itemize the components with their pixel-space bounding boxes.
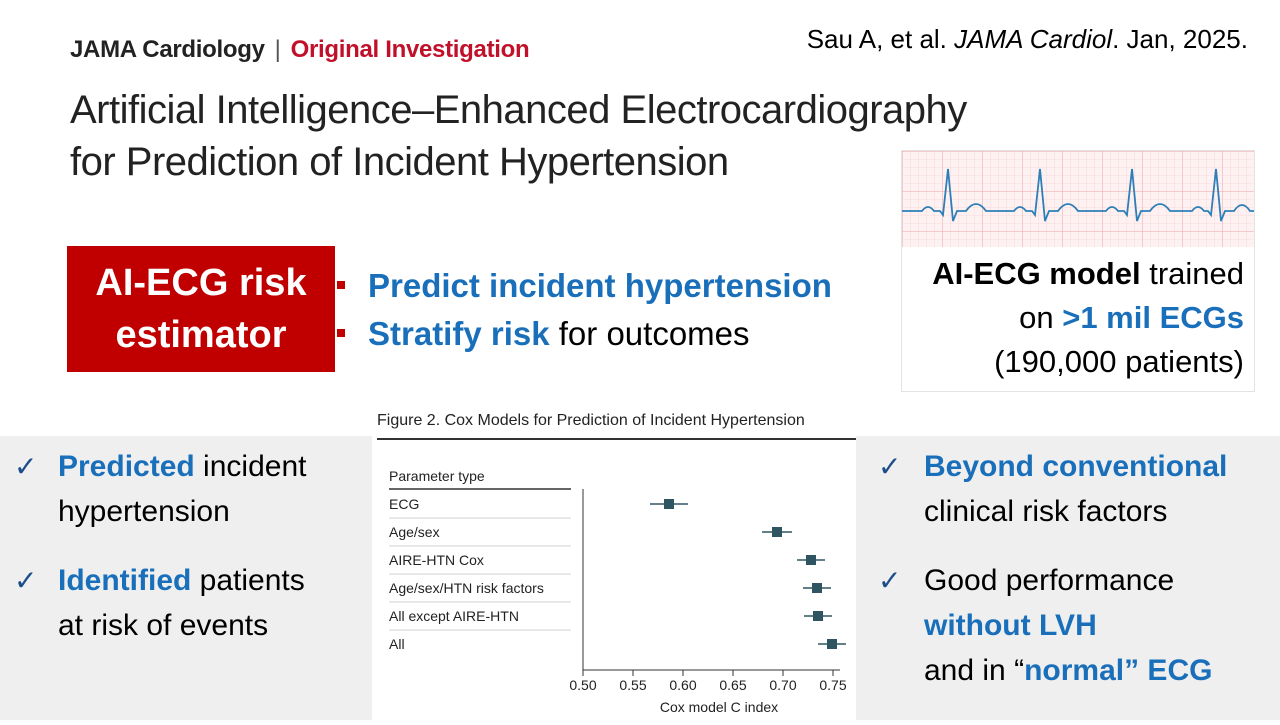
title-line-1: Artificial Intelligence–Enhanced Electro…	[70, 88, 967, 132]
estimator-box: AI-ECG risk estimator	[67, 246, 335, 372]
point-estimate-marker	[772, 527, 782, 537]
article-title: Artificial Intelligence–Enhanced Electro…	[70, 84, 967, 188]
check-item-performance: Good performance without LVH and in “nor…	[924, 564, 1213, 687]
row-label: Age/sex	[389, 524, 440, 540]
x-tick-label: 0.50	[569, 677, 596, 693]
x-tick-label: 0.65	[719, 677, 746, 693]
ecg-card	[901, 150, 1255, 392]
point-estimate-marker	[806, 555, 816, 565]
row-label: All except AIRE-HTN	[389, 608, 519, 624]
point-estimate-marker	[827, 639, 837, 649]
checkmark-icon: ✓	[14, 451, 38, 482]
forest-plot: Figure 2. Cox Models for Prediction of I…	[377, 412, 856, 715]
figure-panel: Figure 2. Cox Models for Prediction of I…	[372, 398, 856, 720]
checkmark-icon: ✓	[878, 565, 902, 596]
checkmark-icon: ✓	[878, 451, 902, 482]
check-item-identified: Identified patients at risk of events	[58, 564, 305, 642]
citation-authors: Sau A, et al.	[806, 24, 955, 54]
key-point-stratify: Stratify risk for outcomes	[368, 315, 750, 352]
x-tick-label: 0.75	[819, 677, 846, 693]
citation: Sau A, et al. JAMA Cardiol. Jan, 2025.	[807, 24, 1248, 55]
estimator-line-2: estimator	[115, 314, 287, 356]
point-estimate-marker	[813, 611, 823, 621]
row-label: ECG	[389, 496, 419, 512]
checkmark-icon: ✓	[14, 565, 38, 596]
x-tick-label: 0.60	[669, 677, 696, 693]
article-type: Original Investigation	[290, 36, 530, 63]
x-tick-label: 0.70	[769, 677, 796, 693]
left-checklist: ✓ Predicted incident hypertension ✓ Iden…	[0, 440, 372, 700]
ecg-model-description: AI-ECG model trained on >1 mil ECGs (190…	[932, 256, 1244, 379]
point-estimate-marker	[812, 583, 822, 593]
figure-title: Figure 2. Cox Models for Prediction of I…	[377, 412, 805, 429]
right-checklist: ✓ Beyond conventional clinical risk fact…	[870, 440, 1270, 710]
x-tick-label: 0.55	[619, 677, 646, 693]
journal-header: JAMA Cardiology | Original Investigation	[70, 36, 530, 64]
header-separator: |	[274, 36, 281, 63]
citation-date: . Jan, 2025.	[1112, 24, 1248, 54]
key-point-predict: Predict incident hypertension	[368, 267, 832, 304]
point-estimate-marker	[664, 499, 674, 509]
journal-name: JAMA Cardiology	[70, 36, 265, 63]
title-line-2: for Prediction of Incident Hypertension	[70, 140, 729, 184]
ecg-waveform	[902, 168, 1254, 222]
bullet-square	[337, 281, 345, 289]
row-label: Age/sex/HTN risk factors	[389, 580, 544, 596]
ecg-trace-image	[902, 151, 1254, 247]
bullet-square	[337, 329, 345, 337]
x-axis-label: Cox model C index	[660, 699, 778, 715]
row-label: All	[389, 636, 405, 652]
check-item-predicted: Predicted incident hypertension	[58, 450, 307, 528]
estimator-line-1: AI-ECG risk	[95, 262, 307, 304]
citation-journal: JAMA Cardiol	[954, 24, 1113, 54]
row-label: AIRE-HTN Cox	[389, 552, 484, 568]
column-header: Parameter type	[389, 468, 485, 484]
key-points: Predict incident hypertension Stratify r…	[368, 262, 832, 358]
check-item-beyond: Beyond conventional clinical risk factor…	[924, 450, 1228, 528]
